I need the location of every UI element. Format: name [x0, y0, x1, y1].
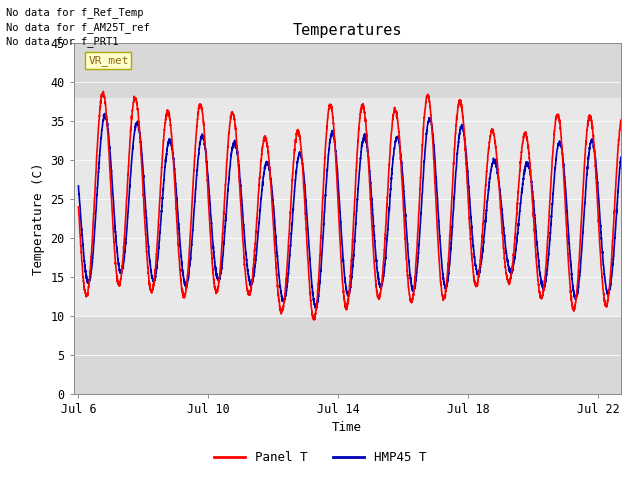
Panel T: [469, 263, 477, 269]
Panel T: [303, 231, 310, 237]
Panel T: [333, 167, 340, 172]
HMP45 T: [469, 236, 477, 241]
Line: Panel T: Panel T: [79, 91, 621, 320]
Legend: Panel T, HMP45 T: Panel T, HMP45 T: [209, 446, 431, 469]
HMP45 T: [101, 110, 109, 116]
Panel T: [99, 88, 107, 94]
HMP45 T: [333, 156, 340, 162]
Panel T: [573, 283, 581, 288]
Panel T: [307, 298, 315, 303]
Text: No data for f_PRT1: No data for f_PRT1: [6, 36, 119, 47]
Panel T: [310, 317, 318, 323]
HMP45 T: [617, 155, 625, 160]
Y-axis label: Temperature (C): Temperature (C): [32, 162, 45, 275]
HMP45 T: [573, 289, 581, 295]
Panel T: [617, 118, 625, 123]
HMP45 T: [312, 305, 319, 311]
Text: No data for f_AM25T_ref: No data for f_AM25T_ref: [6, 22, 150, 33]
X-axis label: Time: Time: [332, 421, 362, 434]
HMP45 T: [303, 206, 310, 212]
Line: HMP45 T: HMP45 T: [79, 113, 621, 308]
HMP45 T: [75, 183, 83, 189]
Panel T: [75, 204, 83, 210]
Title: Temperatures: Temperatures: [292, 23, 402, 38]
Panel T: [600, 297, 608, 303]
Text: VR_met: VR_met: [88, 55, 129, 66]
Bar: [74, 98, 621, 316]
HMP45 T: [307, 268, 315, 274]
Text: No data for f_Ref_Temp: No data for f_Ref_Temp: [6, 7, 144, 18]
HMP45 T: [600, 271, 608, 277]
